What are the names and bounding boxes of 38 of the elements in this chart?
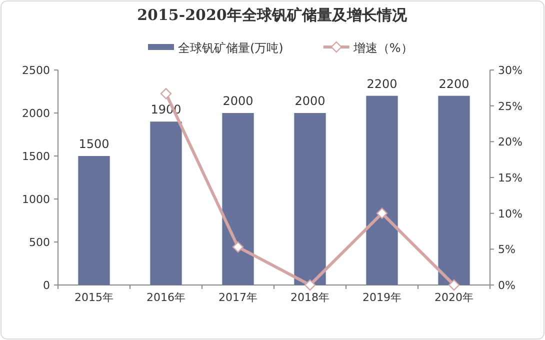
x-tick-label: 2015年 xyxy=(74,291,114,304)
x-tick-label: 2016年 xyxy=(146,291,186,304)
point xyxy=(376,208,388,219)
y2-tick-label: 25% xyxy=(498,100,522,113)
data-label: 2200 xyxy=(366,76,398,91)
y-tick-label: 1500 xyxy=(22,150,50,163)
y2-tick-label: 5% xyxy=(498,243,516,256)
x-tick-label: 2017年 xyxy=(218,291,258,304)
data-label: 2000 xyxy=(222,94,254,108)
y-tick-label: 2000 xyxy=(22,107,50,120)
bar xyxy=(366,96,398,285)
x-tick-label: 2018年 xyxy=(290,291,330,304)
y2-tick-label: 20% xyxy=(498,136,522,149)
bar xyxy=(150,122,182,285)
data-label: 2200 xyxy=(438,76,470,91)
legend-label: 全球钒矿储量(万吨) xyxy=(178,41,284,55)
point xyxy=(232,241,244,253)
x-tick-label: 2019年 xyxy=(362,291,402,304)
point xyxy=(160,88,172,100)
y2-tick-label: 10% xyxy=(498,207,522,220)
y-tick-label: 1000 xyxy=(22,193,50,206)
data-label: 1500 xyxy=(78,137,110,151)
bar xyxy=(438,96,470,285)
legend-label: 增速（%） xyxy=(352,41,413,55)
y-tick-label: 0 xyxy=(43,279,50,292)
bar xyxy=(78,156,110,285)
data-label: 2000 xyxy=(294,94,326,108)
y2-tick-label: 0% xyxy=(498,279,516,292)
bar xyxy=(294,113,326,285)
y-tick-label: 2500 xyxy=(22,64,50,77)
point xyxy=(448,279,460,291)
x-tick-label: 2020年 xyxy=(434,291,474,304)
bar xyxy=(222,113,254,285)
y-tick-label: 500 xyxy=(29,236,50,249)
chart-title: 2015-2020年全球钒矿储量及增长情况 xyxy=(137,6,408,24)
y2-tick-label: 15% xyxy=(498,172,522,184)
point xyxy=(304,279,316,291)
y2-tick-label: 30% xyxy=(498,64,522,77)
